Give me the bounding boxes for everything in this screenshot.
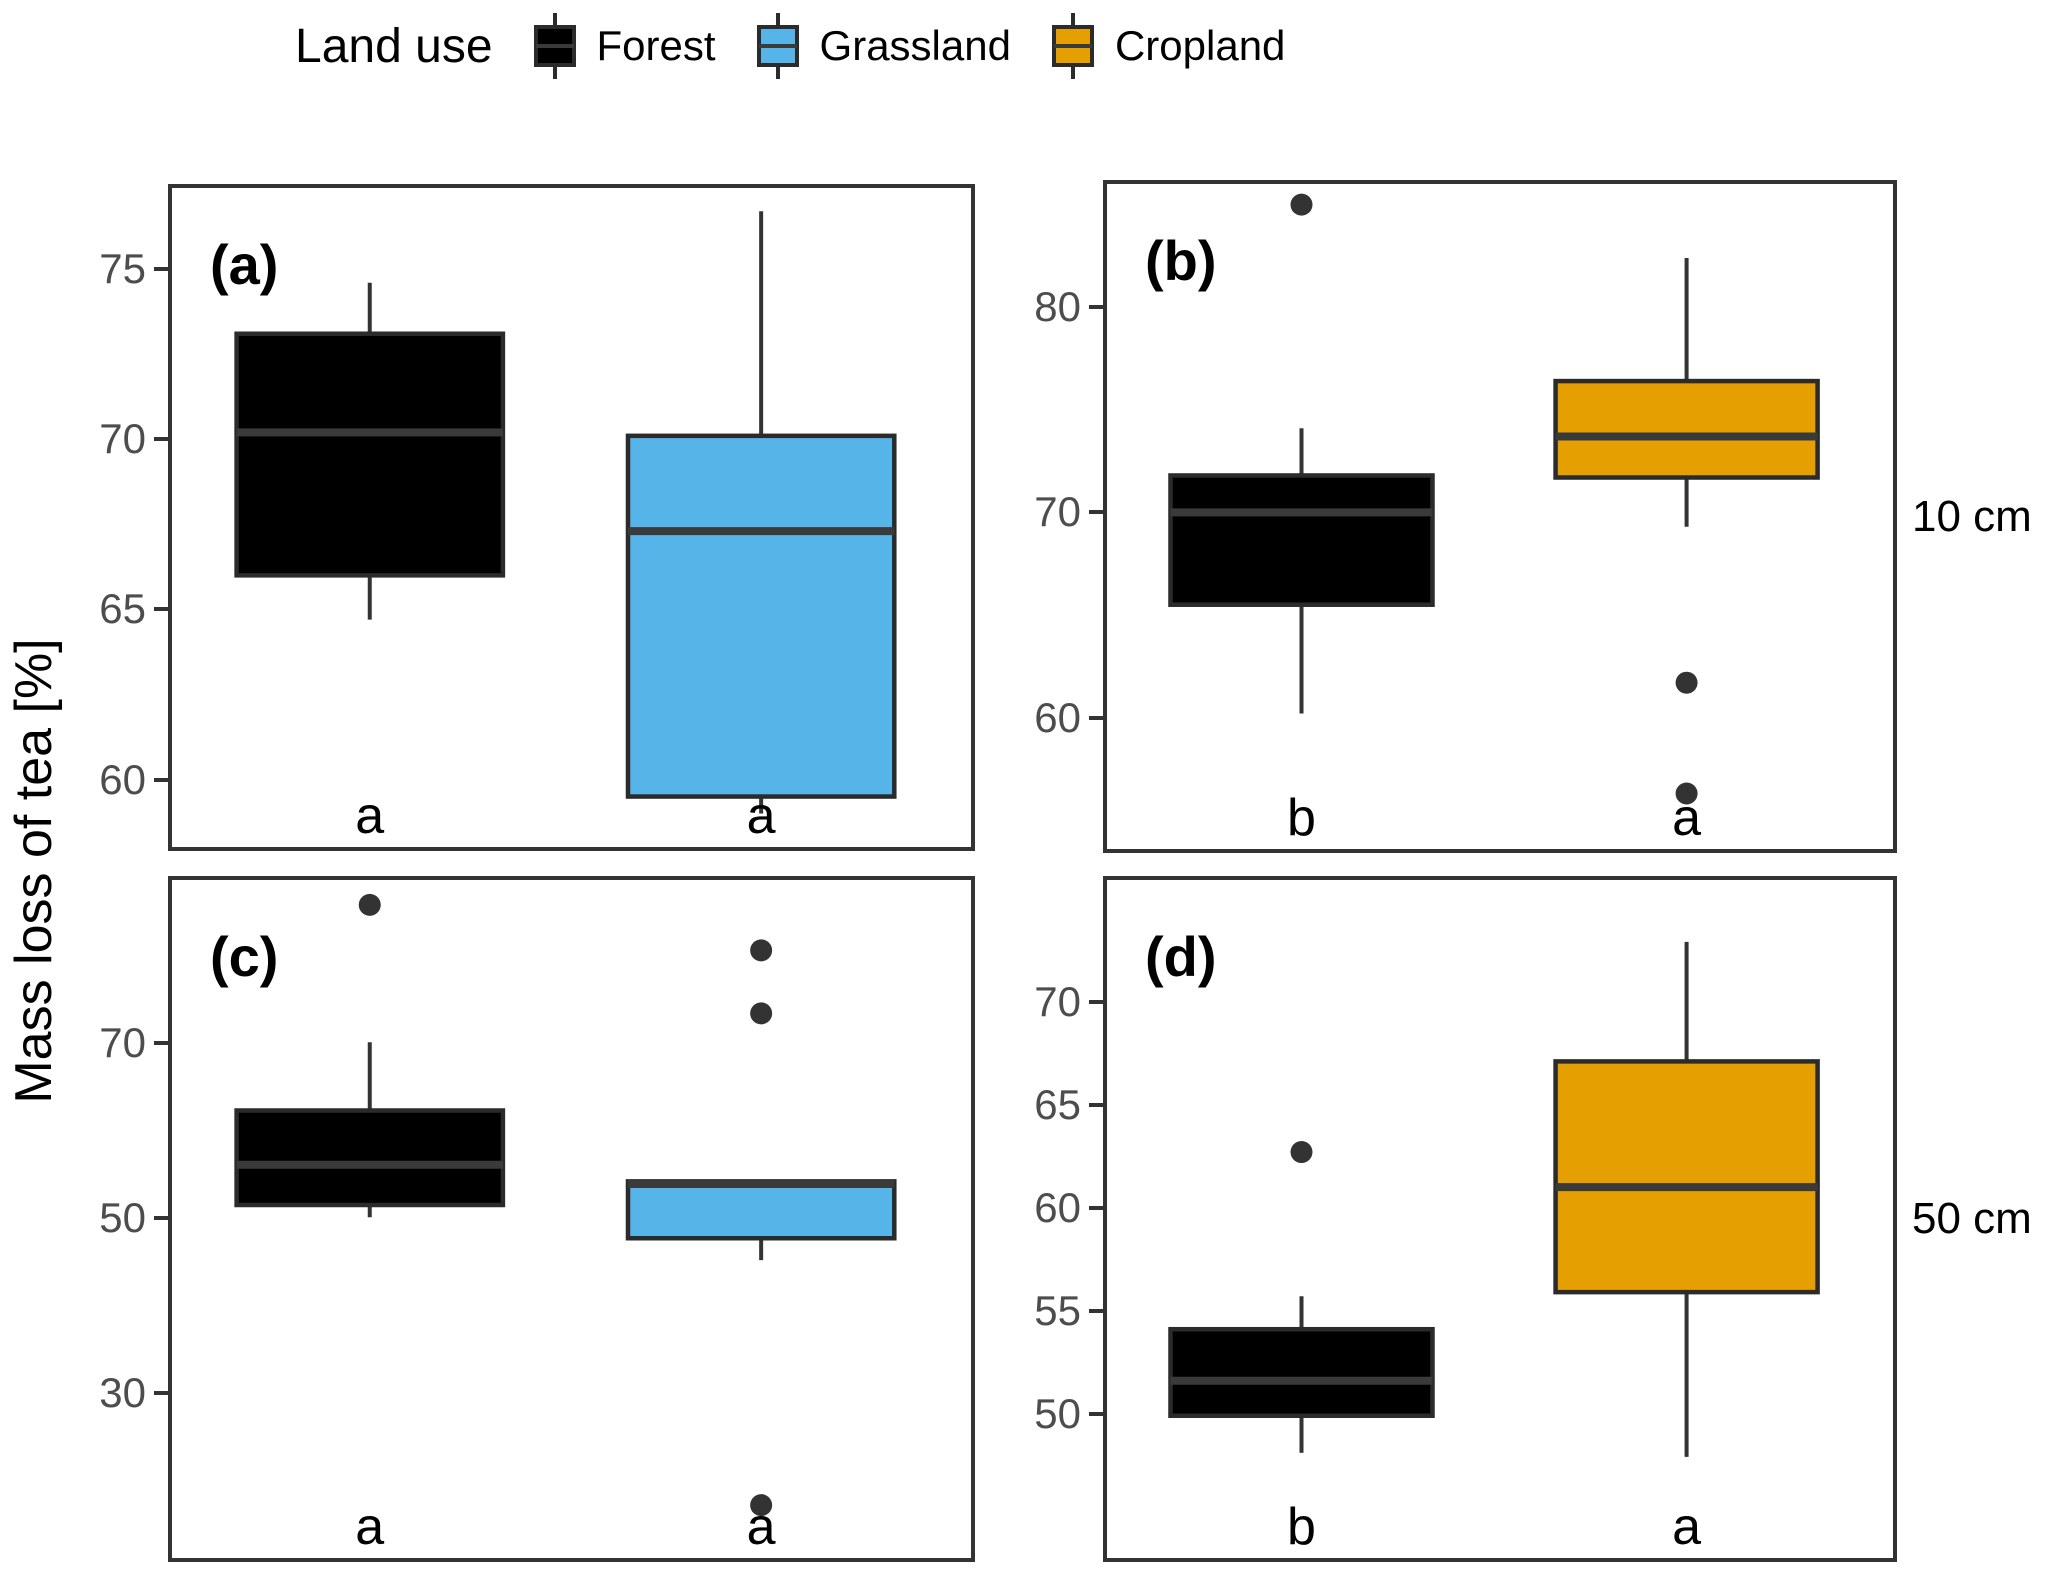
y-tick-label-70-panel-d: 70 <box>1034 977 1081 1025</box>
y-tick-label-65-panel-d: 65 <box>1034 1080 1081 1128</box>
legend-label-forest: Forest <box>596 22 716 69</box>
legend-label-grassland: Grassland <box>819 22 1011 69</box>
box-forest-panel-d <box>1168 1326 1435 1418</box>
y-tick-mark-70-panel-d <box>1089 999 1103 1004</box>
box-cropland-panel-d <box>1553 1059 1820 1295</box>
box-cropland-panel-b <box>1553 378 1820 480</box>
y-tick-label-55-panel-d: 55 <box>1034 1286 1081 1334</box>
y-tick-mark-55-panel-d <box>1089 1308 1103 1313</box>
box-forest-panel-b <box>1168 473 1435 607</box>
y-axis-title: Mass loss of tea [%] <box>5 638 63 1104</box>
panel-b: b a (b) <box>1103 180 1897 853</box>
sig-letter-forest-panel-a: a <box>355 787 384 845</box>
legend-key-grassland-boxplot-icon <box>756 13 799 79</box>
legend-key-forest-boxplot-icon <box>533 13 576 79</box>
legend-item-forest: Forest <box>531 11 716 81</box>
outlier-dot-grassland-panel-c <box>750 939 773 962</box>
y-tick-label-75-panel-a: 75 <box>99 245 146 293</box>
outlier-dot-grassland-panel-c <box>750 1002 773 1025</box>
box-forest-panel-a <box>234 331 506 578</box>
sig-letter-grassland-panel-c: a <box>747 1498 776 1556</box>
y-tick-label-70-panel-b: 70 <box>1034 488 1081 536</box>
sig-letter-forest-panel-d: b <box>1287 1498 1316 1556</box>
panel-label-c: (c) <box>210 925 278 988</box>
panel-border-d <box>1103 876 1897 1562</box>
y-tick-label-30-panel-c: 30 <box>99 1369 146 1417</box>
box-grassland-panel-c <box>625 1179 897 1241</box>
legend-label-cropland: Cropland <box>1114 22 1286 69</box>
y-tick-label-60-panel-d: 60 <box>1034 1183 1081 1231</box>
y-tick-mark-70-panel-b <box>1089 510 1103 515</box>
panel-border-b <box>1103 180 1897 853</box>
y-tick-mark-50-panel-d <box>1089 1411 1103 1416</box>
box-grassland-panel-a <box>625 433 897 799</box>
sig-letter-forest-panel-b: b <box>1287 789 1316 847</box>
y-tick-mark-50-panel-c <box>154 1216 168 1221</box>
sig-letter-grassland-panel-a: a <box>747 787 776 845</box>
outlier-dot-cropland-panel-b <box>1675 782 1698 805</box>
outlier-dot-cropland-panel-b <box>1675 671 1698 694</box>
outlier-dot-grassland-panel-c <box>750 1494 773 1517</box>
y-tick-mark-70-panel-c <box>154 1041 168 1046</box>
legend-title: Land use <box>295 19 493 73</box>
outlier-dot-forest-panel-d <box>1290 1141 1313 1164</box>
y-tick-label-70-panel-a: 70 <box>99 415 146 463</box>
sig-letter-cropland-panel-b: a <box>1672 789 1701 847</box>
y-tick-mark-30-panel-c <box>154 1391 168 1396</box>
y-tick-mark-60-panel-a <box>154 777 168 782</box>
legend: Land use Forest Grassland Cropland <box>295 4 1285 88</box>
legend-item-grassland: Grassland <box>754 11 1011 81</box>
sig-letter-cropland-panel-d: a <box>1672 1498 1701 1556</box>
y-tick-mark-80-panel-b <box>1089 305 1103 310</box>
panel-label-d: (d) <box>1145 925 1217 988</box>
panel-label-b: (b) <box>1145 229 1217 292</box>
y-tick-label-60-panel-a: 60 <box>99 755 146 803</box>
panel-border-a <box>168 184 975 851</box>
outlier-dot-forest-panel-c <box>358 893 381 916</box>
panel-d: b a (d) <box>1103 876 1897 1562</box>
y-tick-label-70-panel-c: 70 <box>99 1019 146 1067</box>
legend-key-cropland-boxplot-icon <box>1051 13 1094 79</box>
outlier-dot-forest-panel-b <box>1290 193 1313 216</box>
y-tick-mark-60-panel-b <box>1089 715 1103 720</box>
box-forest-panel-c <box>234 1108 506 1208</box>
sig-letter-forest-panel-c: a <box>355 1498 384 1556</box>
facet-strip-label-50cm: 50 cm <box>1912 1194 2032 1243</box>
y-tick-mark-60-panel-d <box>1089 1205 1103 1210</box>
y-tick-label-65-panel-a: 65 <box>99 585 146 633</box>
panel-label-a: (a) <box>210 233 278 296</box>
legend-item-cropland: Cropland <box>1049 11 1285 81</box>
y-tick-label-80-panel-b: 80 <box>1034 283 1081 331</box>
y-tick-label-60-panel-b: 60 <box>1034 693 1081 741</box>
y-tick-mark-65-panel-d <box>1089 1102 1103 1107</box>
panel-a: a a (a) <box>168 184 975 851</box>
y-tick-label-50-panel-d: 50 <box>1034 1389 1081 1437</box>
y-tick-mark-65-panel-a <box>154 607 168 612</box>
y-tick-mark-75-panel-a <box>154 267 168 272</box>
panel-border-c <box>168 876 975 1562</box>
y-tick-label-50-panel-c: 50 <box>99 1194 146 1242</box>
panel-c: a a (c) <box>168 876 975 1562</box>
facet-strip-label-10cm: 10 cm <box>1912 492 2032 541</box>
y-tick-mark-70-panel-a <box>154 437 168 442</box>
